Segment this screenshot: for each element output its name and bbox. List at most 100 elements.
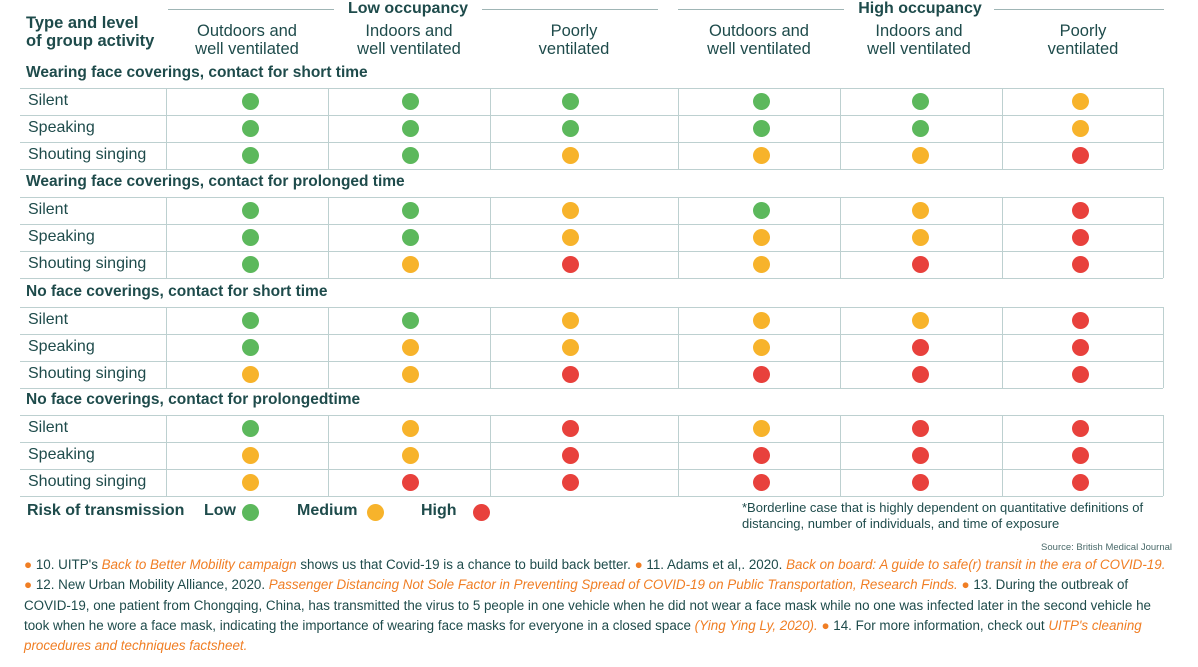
source-credit: Source: British Medical Journal	[1041, 542, 1172, 553]
footnote-text: 12. New Urban Mobility Alliance, 2020.	[32, 577, 269, 593]
risk-dot-high	[401, 474, 419, 491]
risk-dot-low	[241, 229, 259, 246]
bullet-icon: ●	[821, 617, 830, 633]
column-header: Poorly ventilated	[492, 22, 656, 58]
risk-dot-low	[241, 202, 259, 219]
row-divider	[20, 115, 1163, 116]
risk-dot-high	[1071, 229, 1089, 246]
column-divider	[166, 197, 167, 278]
row-divider	[20, 442, 1163, 443]
risk-dot-high	[561, 420, 579, 437]
risk-dot-low	[401, 202, 419, 219]
risk-dot-low	[752, 202, 770, 219]
column-divider	[490, 415, 491, 496]
risk-dot-medium	[1071, 120, 1089, 137]
column-divider	[678, 307, 679, 388]
footnote-link[interactable]: Back on board: A guide to safe(r) transi…	[786, 557, 1166, 572]
risk-dot-low	[561, 93, 579, 110]
row-label: Silent	[28, 92, 69, 109]
risk-dot-medium	[561, 229, 579, 246]
column-divider	[678, 197, 679, 278]
risk-dot-medium	[401, 447, 419, 464]
footnote-link[interactable]: (Ying Ying Ly, 2020).	[694, 617, 818, 633]
section-title: No face coverings, contact for short tim…	[26, 283, 328, 300]
column-divider	[166, 88, 167, 169]
column-header-line: Poorly	[550, 22, 598, 40]
footnote-link[interactable]: Back to Better Mobility campaign	[101, 557, 297, 572]
row-label: Speaking	[28, 119, 95, 136]
bullet-icon: ●	[24, 577, 33, 593]
column-header: Outdoors and well ventilated	[680, 22, 838, 58]
risk-dot-medium	[561, 312, 579, 329]
column-header: Outdoors and well ventilated	[168, 22, 326, 58]
low-occupancy-rule-right	[482, 9, 658, 10]
row-label: Silent	[28, 311, 69, 328]
footnote-text: 13. During the outbreak of COVID-19, one…	[24, 577, 1151, 633]
section-title: Wearing face coverings, contact for prol…	[26, 173, 405, 190]
footnote-text: shows us that Covid-19 is a chance to bu…	[296, 557, 635, 572]
risk-dot-medium	[911, 147, 929, 164]
row-label: Speaking	[28, 338, 95, 355]
column-divider	[1163, 197, 1164, 278]
row-divider	[20, 224, 1163, 225]
column-header: Poorly ventilated	[1002, 22, 1164, 58]
row-divider	[20, 278, 1163, 279]
risk-dot-high	[1071, 202, 1089, 219]
footnote-text: 10. UITP's	[32, 557, 102, 572]
risk-dot-medium	[241, 474, 259, 491]
risk-dot-medium	[752, 339, 770, 356]
column-divider	[840, 307, 841, 388]
column-divider	[328, 307, 329, 388]
risk-dot-high	[1071, 147, 1089, 164]
risk-dot-high	[752, 447, 770, 464]
risk-dot-medium	[401, 339, 419, 356]
legend-label-medium: Medium	[297, 502, 358, 519]
risk-dot-high	[1071, 366, 1089, 383]
row-divider	[20, 334, 1163, 335]
risk-dot-high	[911, 366, 929, 383]
column-header-line: well ventilated	[707, 40, 811, 58]
column-divider	[840, 197, 841, 278]
risk-dot-high	[1071, 474, 1089, 491]
column-divider	[840, 415, 841, 496]
legend-label-low: Low	[204, 502, 236, 519]
column-header-line: well ventilated	[357, 40, 461, 58]
risk-dot-high	[1071, 312, 1089, 329]
row-label: Shouting singing	[28, 365, 147, 382]
risk-dot-high	[1071, 339, 1089, 356]
risk-dot-low	[241, 420, 259, 437]
row-label: Speaking	[28, 446, 95, 463]
bullet-icon: ●	[634, 557, 643, 572]
high-occupancy-rule-left	[678, 9, 844, 10]
risk-dot-medium	[561, 202, 579, 219]
risk-dot-medium	[561, 147, 579, 164]
risk-dot-low	[241, 120, 259, 137]
risk-dot-medium	[752, 420, 770, 437]
risk-dot-high	[561, 366, 579, 383]
risk-dot-high	[1071, 447, 1089, 464]
row-divider	[20, 169, 1163, 170]
borderline-note: *Borderline case that is highly dependen…	[742, 500, 1144, 531]
row-label: Shouting singing	[28, 255, 147, 272]
column-header-line: ventilated	[538, 40, 610, 58]
column-header-line: Outdoors and	[197, 22, 297, 40]
row-divider	[20, 142, 1163, 143]
row-label: Silent	[28, 419, 69, 436]
risk-dot-low	[401, 229, 419, 246]
risk-dot-low	[241, 147, 259, 164]
footnote-text: 14. For more information, check out	[829, 617, 1049, 633]
row-divider	[20, 469, 1163, 470]
corner-line-1: Type and level	[26, 14, 139, 32]
group-high-occupancy: High occupancy	[858, 0, 982, 17]
column-divider	[1002, 197, 1003, 278]
row-label: Shouting singing	[28, 473, 147, 490]
legend-label-high: High	[421, 502, 457, 519]
risk-dot-low	[401, 93, 419, 110]
column-divider	[1002, 307, 1003, 388]
footnote-link[interactable]: Passenger Distancing Not Sole Factor in …	[268, 577, 958, 593]
footnote-link[interactable]: UITP's cleaning procedures and technique…	[24, 617, 1142, 654]
risk-dot-medium	[911, 229, 929, 246]
column-divider	[840, 88, 841, 169]
risk-dot-low	[752, 93, 770, 110]
column-header: Indoors and well ventilated	[330, 22, 488, 58]
